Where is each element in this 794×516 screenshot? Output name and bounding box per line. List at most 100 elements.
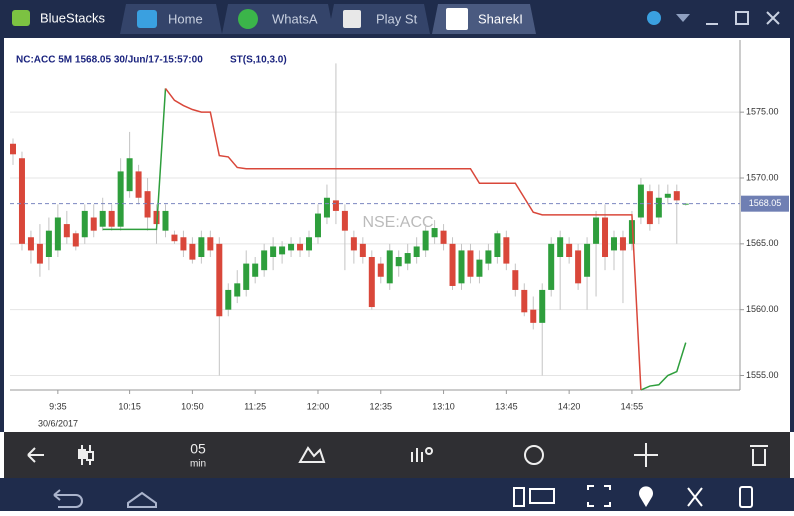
candle-body — [10, 143, 16, 155]
tab-label[interactable]: WhatsA — [272, 11, 318, 26]
candle-body — [440, 230, 447, 244]
x-tick-label: 13:10 — [432, 401, 455, 411]
location[interactable] — [639, 486, 653, 507]
candle-body — [162, 210, 169, 231]
candle-body — [413, 246, 420, 258]
nav-home[interactable] — [127, 491, 157, 508]
x-tick-label: 12:35 — [370, 401, 393, 411]
candle-body — [225, 289, 232, 310]
supertrend-line — [164, 88, 642, 391]
candle-body — [81, 210, 88, 238]
candle-body — [646, 191, 653, 225]
tab-icon — [446, 8, 468, 30]
frame — [0, 38, 4, 432]
candle-body — [18, 158, 25, 244]
current-price-label: 1568.05 — [749, 198, 782, 208]
candle-body — [566, 243, 573, 258]
candle-body — [153, 210, 160, 225]
candle-body — [431, 228, 438, 238]
keyboard-icon[interactable] — [529, 488, 555, 504]
candle-body — [503, 237, 510, 264]
indicator-button[interactable] — [298, 446, 326, 463]
candle-body — [368, 257, 375, 308]
candle-body — [126, 158, 133, 192]
tab-label[interactable]: Home — [168, 11, 203, 26]
interval-value[interactable]: 05 — [190, 441, 206, 457]
interval-unit[interactable]: min — [190, 459, 206, 470]
account-icon[interactable] — [647, 11, 661, 25]
tab-icon — [343, 10, 361, 28]
chart: NC:ACC 5M 1568.05 30/Jun/17-15:57:00 ST(S… — [10, 40, 789, 428]
y-tick-label: 1570.00 — [746, 172, 779, 182]
maximize[interactable] — [735, 11, 749, 25]
candle-body — [602, 217, 609, 258]
candle-body — [54, 217, 61, 251]
candle-body — [243, 263, 250, 290]
candle-body — [207, 237, 214, 251]
x-tick-label: 13:45 — [495, 401, 518, 411]
candle-body — [494, 233, 501, 258]
candle-body — [63, 224, 70, 238]
candle-body — [386, 250, 393, 284]
chart-title: NC:ACC 5M 1568.05 30/Jun/17-15:57:00 — [16, 55, 203, 66]
candle-body — [27, 237, 34, 251]
candle-body — [99, 210, 106, 227]
scissors[interactable] — [687, 487, 703, 507]
x-tick-label: 12:00 — [307, 401, 330, 411]
x-tick-label: 10:15 — [118, 401, 141, 411]
candle-body — [314, 213, 321, 238]
candle-type-button[interactable] — [78, 445, 94, 465]
candle-body — [117, 171, 124, 227]
candle-body — [610, 237, 617, 251]
candle-body — [575, 250, 582, 284]
touch-button[interactable] — [524, 445, 544, 465]
candle-body — [252, 263, 259, 277]
candle-body — [449, 243, 456, 286]
candle-body — [288, 243, 295, 251]
x-tick-label: 9:35 — [49, 401, 67, 411]
candle-body — [198, 237, 205, 258]
tab-label[interactable]: Play St — [376, 11, 418, 26]
menu-icon[interactable] — [676, 14, 690, 22]
y-tick-label: 1575.00 — [746, 107, 779, 117]
tab-label[interactable]: SharekI — [478, 11, 523, 26]
candle-body — [332, 200, 339, 211]
keyboard-toggle[interactable] — [513, 487, 525, 507]
fullscreen[interactable] — [587, 485, 611, 507]
candle-body — [216, 243, 223, 317]
candle-body — [359, 243, 366, 258]
candle-body — [297, 243, 304, 251]
candle-body — [350, 237, 357, 251]
nav-bar — [0, 478, 794, 511]
candle-body — [279, 246, 286, 255]
app-name: BlueStacks — [40, 10, 106, 25]
candle-body — [395, 257, 402, 267]
delete-button[interactable] — [750, 445, 768, 466]
y-tick-label: 1555.00 — [746, 370, 779, 380]
candle-body — [673, 191, 680, 201]
x-tick-label: 11:25 — [244, 401, 266, 411]
phone-shake[interactable] — [739, 486, 753, 508]
candle-body — [189, 243, 196, 260]
candle-body — [557, 237, 564, 258]
date-label: 30/6/2017 — [38, 418, 78, 428]
candle-body — [144, 191, 151, 218]
nav-back[interactable] — [53, 489, 83, 508]
candle-body — [135, 171, 142, 198]
candle-body — [530, 309, 537, 323]
candle-body — [234, 283, 241, 297]
candle-body — [548, 243, 555, 290]
crosshair-button[interactable] — [634, 443, 658, 467]
candle-body — [36, 243, 43, 264]
x-tick-label: 14:20 — [558, 401, 581, 411]
candle-body — [108, 210, 115, 227]
candle-body — [619, 237, 626, 251]
back-button[interactable] — [27, 447, 44, 463]
indicator-label: ST(S,10,3.0) — [230, 55, 287, 66]
candle-body — [72, 233, 79, 247]
y-tick-label: 1565.00 — [746, 238, 779, 248]
study-button[interactable] — [411, 447, 433, 462]
close[interactable] — [766, 11, 780, 25]
tab-icon — [238, 9, 258, 29]
